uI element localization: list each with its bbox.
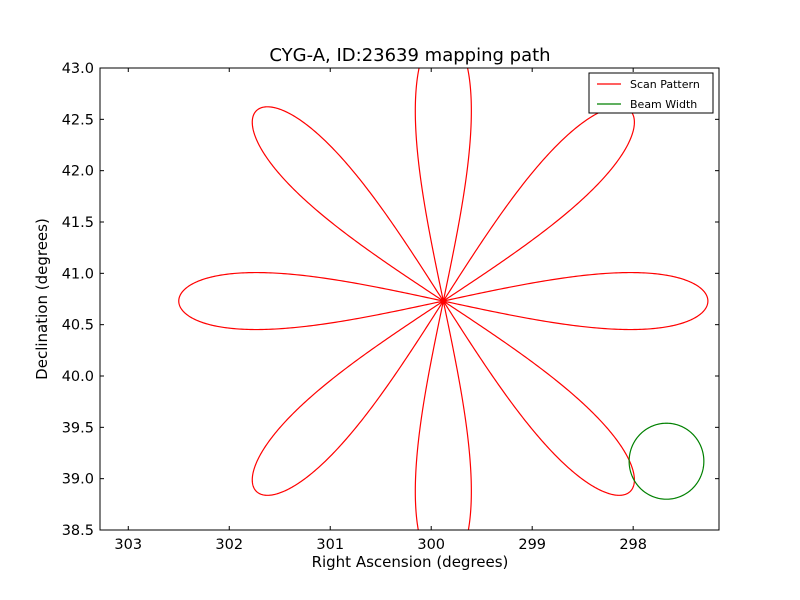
x-tick-label: 302 xyxy=(215,537,243,553)
x-tick-label: 300 xyxy=(417,537,445,553)
legend-label-beam-width: Beam Width xyxy=(630,98,697,111)
y-tick-label: 40.5 xyxy=(62,318,94,334)
y-tick-label: 41.0 xyxy=(62,266,94,282)
y-tick-label: 42.0 xyxy=(62,164,94,180)
x-tick-label: 299 xyxy=(518,537,546,553)
series-beam-width xyxy=(628,422,705,500)
y-axis-label: Declination (degrees) xyxy=(33,218,51,380)
legend-label-scan-pattern: Scan Pattern xyxy=(630,78,700,91)
y-tick-label: 39.5 xyxy=(62,420,94,436)
chart-title: CYG-A, ID:23639 mapping path xyxy=(269,45,550,66)
y-tick-label: 42.5 xyxy=(62,112,94,128)
y-tick-label: 41.5 xyxy=(62,215,94,231)
x-tick-label: 298 xyxy=(619,537,647,553)
y-tick-label: 40.0 xyxy=(62,369,94,385)
plot-frame xyxy=(99,67,720,531)
legend: Scan Pattern Beam Width xyxy=(588,72,714,114)
x-axis-label: Right Ascension (degrees) xyxy=(312,553,509,571)
x-tick-label: 303 xyxy=(114,537,142,553)
y-tick-label: 38.5 xyxy=(62,523,94,539)
series-scan-pattern xyxy=(178,68,709,530)
x-tick-label: 301 xyxy=(316,537,344,553)
legend-box xyxy=(588,72,714,114)
tick-layer: 303 302 301 300 299 298 38.5 39.0 39.5 40.0 40.5 41… xyxy=(62,61,719,553)
plot-area xyxy=(100,68,719,530)
y-tick-label: 39.0 xyxy=(62,472,94,488)
series-layer xyxy=(178,68,709,530)
y-tick-label: 43.0 xyxy=(62,61,94,77)
